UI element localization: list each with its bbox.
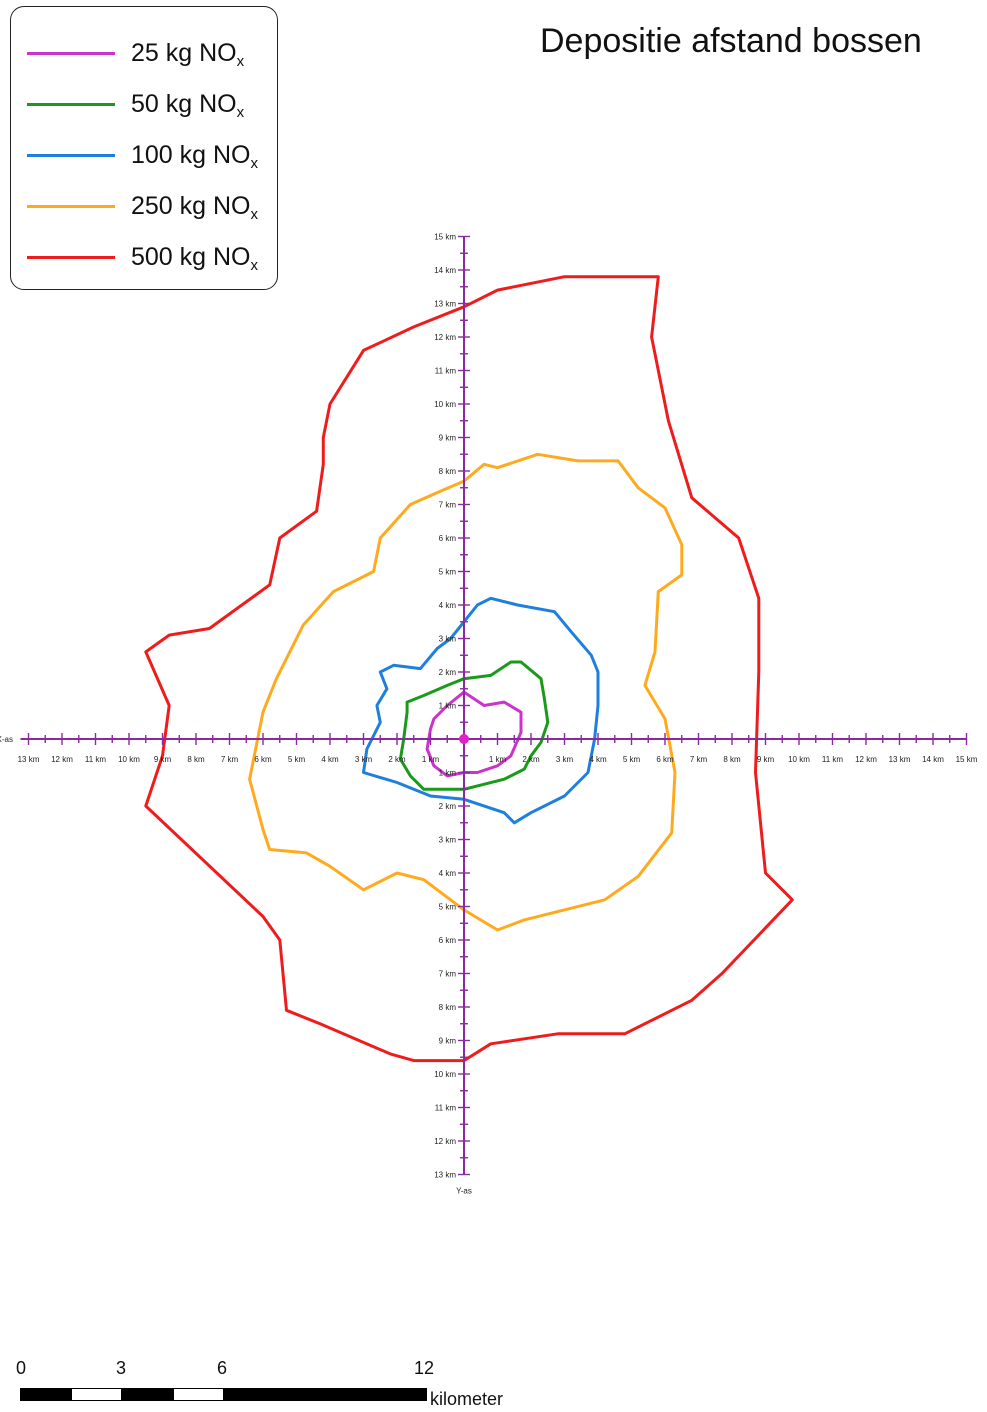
y-tick-label: 1 km	[439, 769, 457, 778]
y-tick-label: 4 km	[439, 869, 457, 878]
contour-50-kg	[398, 660, 550, 791]
x-tick-label: 1 km	[489, 755, 507, 764]
x-tick-label: 6 km	[656, 755, 674, 764]
x-tick-label: 11 km	[822, 755, 844, 764]
x-tick-label: 2 km	[522, 755, 540, 764]
y-tick-label: 2 km	[439, 668, 457, 677]
x-tick-label: 8 km	[187, 755, 205, 764]
y-tick-label: 5 km	[439, 568, 457, 577]
y-tick-label: 6 km	[439, 534, 457, 543]
x-tick-label: 13 km	[18, 755, 40, 764]
y-tick-label: 1 km	[439, 702, 457, 711]
y-axis-title: Y-as	[456, 1187, 472, 1196]
contour-layer	[144, 275, 794, 1063]
x-tick-label: 2 km	[388, 755, 406, 764]
legend-label-100: 100 kg NOx	[131, 141, 259, 172]
scale-segment	[122, 1388, 173, 1401]
y-tick-label: 12 km	[434, 333, 456, 342]
scale-segment	[173, 1388, 224, 1401]
y-tick-label: 3 km	[439, 836, 457, 845]
scale-tick-label-3: 3	[116, 1358, 127, 1378]
scale-tick-label-0: 0	[16, 1358, 27, 1378]
legend-item-100: 100 kg NOx	[27, 135, 277, 175]
y-tick-label: 4 km	[439, 601, 457, 610]
origin-marker	[459, 734, 469, 744]
x-tick-label: 12 km	[51, 755, 73, 764]
y-tick-label: 11 km	[435, 1104, 457, 1113]
y-tick-label: 13 km	[434, 1171, 456, 1180]
x-tick-label: 8 km	[723, 755, 741, 764]
scale-unit-label: kilometer	[430, 1389, 504, 1409]
x-tick-label: 3 km	[355, 755, 373, 764]
x-tick-label: 10 km	[118, 755, 140, 764]
x-tick-label: 9 km	[757, 755, 775, 764]
y-tick-label: 10 km	[434, 400, 456, 409]
scale-segment	[71, 1388, 122, 1401]
y-tick-label: 9 km	[439, 434, 457, 443]
x-tick-label: 3 km	[556, 755, 574, 764]
x-tick-label: 10 km	[788, 755, 810, 764]
x-axis-title: X-as	[0, 735, 13, 744]
legend: 25 kg NOx 50 kg NOx 100 kg NOx 250 kg NO…	[10, 6, 278, 290]
x-tick-label: 5 km	[623, 755, 641, 764]
y-tick-label: 15 km	[434, 233, 456, 242]
y-tick-label: 8 km	[439, 1003, 457, 1012]
legend-label-250: 250 kg NOx	[131, 192, 259, 223]
legend-label-25: 25 kg NOx	[131, 39, 245, 70]
x-tick-label: 12 km	[855, 755, 877, 764]
legend-item-25: 25 kg NOx	[27, 33, 277, 73]
legend-item-50: 50 kg NOx	[27, 84, 277, 124]
y-tick-label: 13 km	[434, 300, 456, 309]
legend-label-50: 50 kg NOx	[131, 90, 245, 121]
y-tick-label: 12 km	[434, 1137, 456, 1146]
x-tick-label: 14 km	[922, 755, 944, 764]
y-tick-label: 7 km	[439, 970, 457, 979]
x-tick-label: 13 km	[889, 755, 911, 764]
axis-layer: 1 km 2 km 3 km 4 km 5 km 6 km 7 km 8 km 9 km 10 k…	[0, 233, 978, 1196]
y-tick-label: 3 km	[439, 635, 457, 644]
scale-bar: 0 3 6 12 kilometer	[0, 1358, 600, 1412]
y-tick-label: 14 km	[434, 266, 456, 275]
y-tick-label: 10 km	[434, 1070, 456, 1079]
contour-25-kg	[425, 690, 523, 778]
legend-line-250	[27, 205, 115, 208]
legend-line-500	[27, 256, 115, 259]
x-tick-label: 4 km	[589, 755, 607, 764]
y-tick-label: 5 km	[439, 903, 457, 912]
legend-item-250: 250 kg NOx	[27, 186, 277, 226]
scale-segment	[224, 1388, 427, 1401]
x-tick-label: 9 km	[154, 755, 172, 764]
x-tick-label: 4 km	[321, 755, 339, 764]
contour-500-kg	[144, 275, 794, 1063]
x-tick-label: 15 km	[956, 755, 978, 764]
x-tick-label: 11 km	[85, 755, 107, 764]
y-tick-label: 7 km	[439, 501, 457, 510]
x-tick-label: 7 km	[221, 755, 239, 764]
map-title: Depositie afstand bossen	[540, 22, 922, 60]
y-tick-label: 9 km	[439, 1037, 457, 1046]
y-tick-label: 2 km	[439, 802, 457, 811]
x-tick-label: 7 km	[690, 755, 708, 764]
y-tick-label: 8 km	[439, 467, 457, 476]
contour-250-kg	[248, 452, 684, 932]
y-tick-label: 11 km	[435, 367, 457, 376]
x-tick-label: 1 km	[422, 755, 440, 764]
contour-100-kg	[362, 596, 600, 825]
legend-line-25	[27, 52, 115, 55]
legend-item-500: 500 kg NOx	[27, 237, 277, 277]
legend-line-50	[27, 103, 115, 106]
scale-segment	[20, 1388, 71, 1401]
scale-tick-label-6: 6	[217, 1358, 228, 1378]
legend-line-100	[27, 154, 115, 157]
x-tick-label: 5 km	[288, 755, 306, 764]
legend-label-500: 500 kg NOx	[131, 243, 259, 274]
y-tick-label: 6 km	[439, 936, 457, 945]
scale-tick-label-12: 12	[414, 1358, 435, 1378]
x-tick-label: 6 km	[254, 755, 272, 764]
